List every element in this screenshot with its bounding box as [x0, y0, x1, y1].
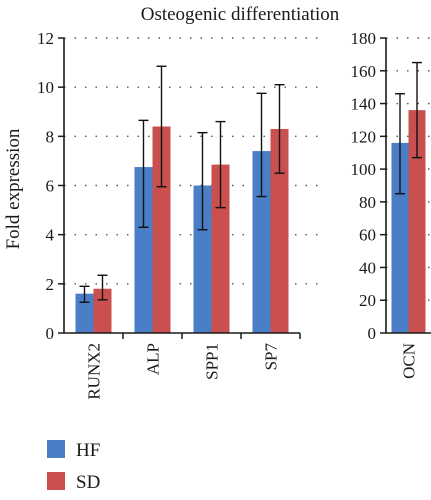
- x-tick-label-alp: ALP: [144, 343, 163, 375]
- y-tick-label: 6: [46, 177, 55, 196]
- y-tick-label: 0: [46, 324, 55, 343]
- y-tick-label: 40: [359, 258, 376, 277]
- y-tick-label: 0: [368, 324, 377, 343]
- panel-right: 0 20 40 60 80 100 120 140 160 180 OCN: [351, 29, 431, 379]
- y-tick-label: 60: [359, 226, 376, 245]
- bar-hf-ocn: [391, 142, 409, 333]
- legend-swatch-sd: [47, 472, 65, 490]
- legend-label-hf: HF: [76, 440, 100, 461]
- y-tick-label: 12: [37, 29, 54, 48]
- bar-sd-spp1: [211, 164, 230, 333]
- y-tick-label: 10: [37, 78, 54, 97]
- y-tick-label: 20: [359, 291, 376, 310]
- legend-swatch-hf: [47, 440, 65, 458]
- y-tick-label: 140: [351, 95, 377, 114]
- bar-sd-alp: [152, 126, 171, 333]
- bar-sd-sp7: [270, 128, 289, 333]
- bar-sd-ocn: [408, 110, 426, 333]
- y-tick-label: 100: [351, 160, 377, 179]
- y-tick-label: 4: [46, 226, 55, 245]
- bar-hf-runx2: [75, 293, 94, 333]
- y-tick-label: 120: [351, 127, 377, 146]
- bar-hf-spp1: [193, 185, 212, 333]
- panel-left: 0 2 4 6 8 10 12 RUNX2 ALP SPP1 SP7: [37, 29, 326, 400]
- y-tick-label: 8: [46, 127, 55, 146]
- x-tick-label-runx2: RUNX2: [85, 343, 104, 400]
- y-tick-label: 80: [359, 193, 376, 212]
- bar-hf-alp: [134, 167, 153, 333]
- y-tick-label: 180: [351, 29, 377, 48]
- x-tick-label-sp7: SP7: [262, 343, 281, 371]
- x-tick-label-ocn: OCN: [400, 343, 419, 379]
- chart-title: Osteogenic differentiation: [141, 4, 340, 25]
- legend: HF SD: [47, 440, 100, 493]
- legend-label-sd: SD: [76, 472, 100, 493]
- x-tick-label-spp1: SPP1: [203, 343, 222, 380]
- y-axis-label: Fold expression: [3, 128, 24, 249]
- y-tick-label: 2: [46, 275, 55, 294]
- y-tick-label: 160: [351, 62, 377, 81]
